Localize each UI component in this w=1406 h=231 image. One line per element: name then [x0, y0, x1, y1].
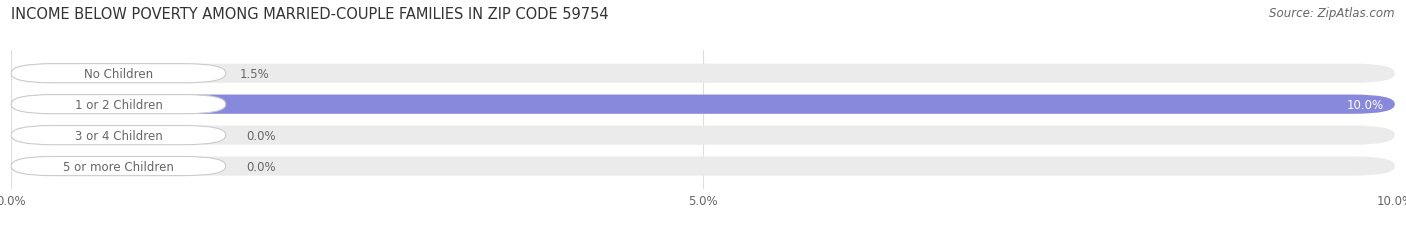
Text: No Children: No Children [84, 67, 153, 80]
FancyBboxPatch shape [11, 64, 226, 83]
FancyBboxPatch shape [11, 126, 226, 145]
FancyBboxPatch shape [11, 157, 1395, 176]
Text: 5 or more Children: 5 or more Children [63, 160, 174, 173]
Text: 10.0%: 10.0% [1347, 98, 1384, 111]
Text: 1.5%: 1.5% [239, 67, 270, 80]
FancyBboxPatch shape [11, 64, 1395, 83]
FancyBboxPatch shape [11, 95, 226, 114]
FancyBboxPatch shape [11, 64, 219, 83]
FancyBboxPatch shape [11, 95, 1395, 114]
Text: 1 or 2 Children: 1 or 2 Children [75, 98, 163, 111]
FancyBboxPatch shape [11, 157, 226, 176]
Text: INCOME BELOW POVERTY AMONG MARRIED-COUPLE FAMILIES IN ZIP CODE 59754: INCOME BELOW POVERTY AMONG MARRIED-COUPL… [11, 7, 609, 22]
Text: Source: ZipAtlas.com: Source: ZipAtlas.com [1270, 7, 1395, 20]
Text: 0.0%: 0.0% [246, 129, 276, 142]
FancyBboxPatch shape [11, 95, 1395, 114]
Text: 0.0%: 0.0% [246, 160, 276, 173]
Text: 3 or 4 Children: 3 or 4 Children [75, 129, 162, 142]
FancyBboxPatch shape [11, 126, 1395, 145]
